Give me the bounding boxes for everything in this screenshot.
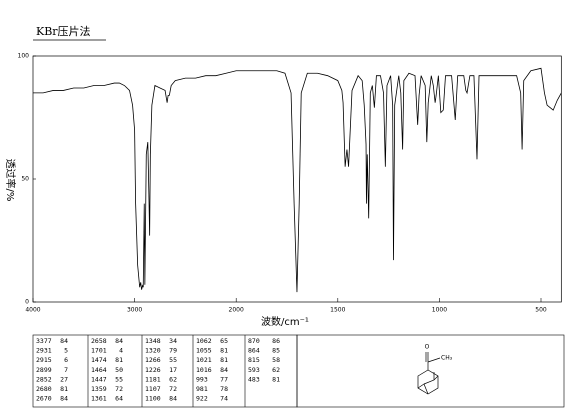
table-transmittance: 27 xyxy=(60,375,68,383)
table-transmittance: 62 xyxy=(169,375,177,383)
table-transmittance: 58 xyxy=(272,356,280,364)
table-transmittance: 5 xyxy=(64,347,68,355)
x-tick-label: 4000 xyxy=(25,307,40,314)
table-wavenumber: 1320 xyxy=(145,347,161,355)
table-transmittance: 77 xyxy=(220,375,228,383)
table-transmittance: 81 xyxy=(115,356,123,364)
y-tick-label: 50 xyxy=(21,176,29,183)
table-wavenumber: 2680 xyxy=(36,385,52,393)
table-transmittance: 84 xyxy=(60,395,68,403)
structure-label: O xyxy=(425,344,430,351)
spectrum-line xyxy=(33,67,562,293)
table-transmittance: 65 xyxy=(220,337,228,345)
table-wavenumber: 1181 xyxy=(145,375,161,383)
table-transmittance: 81 xyxy=(60,385,68,393)
table-transmittance: 72 xyxy=(115,385,123,393)
table-transmittance: 79 xyxy=(169,347,177,355)
y-axis-label: 透过率/% xyxy=(4,159,17,202)
table-wavenumber: 2658 xyxy=(91,337,107,345)
peak-table xyxy=(32,334,298,408)
table-wavenumber: 593 xyxy=(248,366,260,374)
table-transmittance: 74 xyxy=(220,395,228,403)
table-wavenumber: 870 xyxy=(248,337,260,345)
table-transmittance: 84 xyxy=(60,337,68,345)
table-wavenumber: 1464 xyxy=(91,366,107,374)
table-transmittance: 81 xyxy=(220,347,228,355)
table-transmittance: 55 xyxy=(115,375,123,383)
table-transmittance: 81 xyxy=(220,356,228,364)
table-transmittance: 84 xyxy=(115,337,123,345)
chart-title: KBr压片法 xyxy=(36,24,91,38)
x-tick-label: 2000 xyxy=(229,307,244,314)
structure-cell xyxy=(296,334,565,408)
keto-bonds xyxy=(425,352,441,363)
x-tick-label: 3000 xyxy=(127,307,142,314)
table-wavenumber: 1474 xyxy=(91,356,107,364)
ring xyxy=(417,369,439,395)
table-wavenumber: 2670 xyxy=(36,395,52,403)
table-transmittance: 86 xyxy=(272,337,280,345)
plot-frame xyxy=(32,55,562,303)
y-tick-label: 100 xyxy=(18,53,30,60)
table-wavenumber: 1062 xyxy=(196,337,212,345)
table-wavenumber: 815 xyxy=(248,356,260,364)
table-transmittance: 55 xyxy=(169,356,177,364)
table-wavenumber: 1266 xyxy=(145,356,161,364)
table-wavenumber: 1016 xyxy=(196,366,212,374)
table-transmittance: 85 xyxy=(272,347,280,355)
y-tick-label: 0 xyxy=(25,299,29,306)
table-wavenumber: 993 xyxy=(196,375,208,383)
table-wavenumber: 1055 xyxy=(196,347,212,355)
table-wavenumber: 1021 xyxy=(196,356,212,364)
table-wavenumber: 1226 xyxy=(145,366,161,374)
table-transmittance: 84 xyxy=(169,395,177,403)
table-wavenumber: 1447 xyxy=(91,375,107,383)
table-transmittance: 78 xyxy=(220,385,228,393)
table-transmittance: 64 xyxy=(115,395,123,403)
table-transmittance: 62 xyxy=(272,366,280,374)
x-axis-label: 波数/cm⁻¹ xyxy=(261,315,309,328)
table-transmittance: 6 xyxy=(64,356,68,364)
table-wavenumber: 1348 xyxy=(145,337,161,345)
table-transmittance: 34 xyxy=(169,337,177,345)
table-transmittance: 50 xyxy=(115,366,123,374)
x-tick-label: 1000 xyxy=(432,307,447,314)
table-transmittance: 81 xyxy=(272,375,280,383)
cage-bonds xyxy=(417,362,439,395)
table-wavenumber: 1701 xyxy=(91,347,107,355)
table-wavenumber: 1359 xyxy=(91,385,107,393)
table-wavenumber: 1107 xyxy=(145,385,161,393)
table-wavenumber: 2915 xyxy=(36,356,52,364)
table-wavenumber: 483 xyxy=(248,375,260,383)
table-transmittance: 72 xyxy=(169,385,177,393)
structure-drawing xyxy=(417,352,441,395)
table-wavenumber: 2931 xyxy=(36,347,52,355)
table-transmittance: 17 xyxy=(169,366,177,374)
table-wavenumber: 981 xyxy=(196,385,208,393)
x-tick-label: 500 xyxy=(535,307,547,314)
table-transmittance: 84 xyxy=(220,366,228,374)
table-wavenumber: 1100 xyxy=(145,395,161,403)
x-tick-label: 1500 xyxy=(330,307,345,314)
table-wavenumber: 2899 xyxy=(36,366,52,374)
table-wavenumber: 3377 xyxy=(36,337,52,345)
table-transmittance: 7 xyxy=(64,366,68,374)
table-wavenumber: 1361 xyxy=(91,395,107,403)
table-transmittance: 4 xyxy=(119,347,123,355)
table-wavenumber: 864 xyxy=(248,347,260,355)
table-wavenumber: 2852 xyxy=(36,375,52,383)
table-wavenumber: 922 xyxy=(196,395,208,403)
structure-label: CH₃ xyxy=(441,355,453,362)
